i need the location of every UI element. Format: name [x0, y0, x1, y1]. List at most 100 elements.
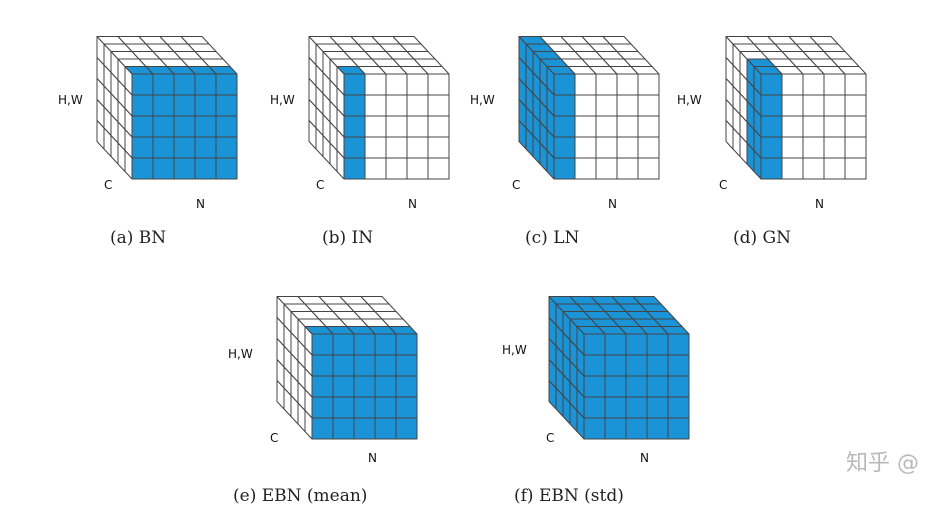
cube-cell-front — [311, 417, 334, 440]
cube-cell-front — [844, 157, 867, 180]
cube-cell-front — [637, 115, 660, 138]
cube-cell-front — [553, 157, 576, 180]
n-label: N — [640, 451, 649, 465]
cube-cell-front — [823, 94, 846, 117]
c-label: C — [546, 431, 555, 445]
cube-cell-front — [583, 354, 606, 377]
cube-cell-front — [604, 417, 627, 440]
cube-cell-front — [406, 73, 429, 96]
c-label: C — [104, 178, 113, 192]
cube-cell-front — [637, 73, 660, 96]
cube-cell-front — [343, 115, 366, 138]
cube-bn — [96, 36, 238, 180]
caption-in: (b) IN — [322, 228, 374, 248]
cube-cell-front — [625, 354, 648, 377]
cube-cell-front — [823, 73, 846, 96]
cube-cell-front — [637, 94, 660, 117]
cube-cell-front — [364, 136, 387, 159]
cube-cell-front — [667, 375, 690, 398]
cube-cell-front — [311, 354, 334, 377]
cube-cell-front — [395, 375, 418, 398]
cube-cell-front — [583, 417, 606, 440]
cube-cell-front — [574, 73, 597, 96]
cube-cell-front — [604, 354, 627, 377]
cube-cell-front — [667, 354, 690, 377]
cube-cell-front — [395, 333, 418, 356]
cube-cell-front — [385, 157, 408, 180]
cube-cell-front — [760, 136, 783, 159]
cube-cell-front — [427, 157, 450, 180]
cube-cell-front — [374, 375, 397, 398]
cube-cell-front — [353, 333, 376, 356]
cube-cell-front — [595, 73, 618, 96]
cube-cell-front — [616, 73, 639, 96]
cube-cell-front — [364, 157, 387, 180]
cube-cell-front — [353, 354, 376, 377]
cube-cell-front — [364, 94, 387, 117]
n-label: N — [408, 197, 417, 211]
cube-cell-front — [406, 136, 429, 159]
cube-cell-front — [823, 115, 846, 138]
cube-cell-front — [332, 417, 355, 440]
c-label: C — [512, 178, 521, 192]
c-label: C — [270, 431, 279, 445]
cube-cell-front — [844, 73, 867, 96]
cube-cell-front — [131, 115, 154, 138]
cube-cell-front — [781, 115, 804, 138]
caption-bn: (a) BN — [110, 228, 167, 248]
cube-cell-front — [802, 157, 825, 180]
cube-cell-front — [646, 396, 669, 419]
cube-cell-front — [427, 94, 450, 117]
cube-cell-front — [802, 94, 825, 117]
cube-cell-front — [637, 136, 660, 159]
caption-gn: (d) GN — [733, 228, 792, 248]
cube-cell-front — [215, 73, 238, 96]
cube-cell-front — [343, 157, 366, 180]
cube-cell-front — [374, 354, 397, 377]
cube-cell-front — [385, 94, 408, 117]
cube-cell-front — [760, 94, 783, 117]
cube-cell-front — [364, 115, 387, 138]
cube-cell-front — [781, 94, 804, 117]
cube-cell-front — [625, 375, 648, 398]
cube-cell-front — [131, 157, 154, 180]
cube-cell-front — [173, 136, 196, 159]
cube-cell-front — [574, 115, 597, 138]
cube-ebn-std — [548, 296, 690, 440]
cube-cell-front — [215, 136, 238, 159]
cube-cell-front — [343, 94, 366, 117]
cube-cell-front — [595, 136, 618, 159]
cube-cell-front — [583, 375, 606, 398]
cube-cell-front — [343, 73, 366, 96]
cube-cell-front — [152, 136, 175, 159]
cube-cell-front — [667, 333, 690, 356]
cube-cell-front — [595, 94, 618, 117]
panel-ln: H,W C N — [470, 14, 690, 214]
cube-cell-front — [406, 157, 429, 180]
cube-cell-front — [332, 333, 355, 356]
hw-label: H,W — [470, 93, 495, 107]
cube-cell-front — [646, 375, 669, 398]
cube-cell-front — [353, 375, 376, 398]
cube-cell-front — [332, 375, 355, 398]
cube-cell-front — [625, 417, 648, 440]
cube-cell-front — [595, 157, 618, 180]
cube-cell-front — [374, 396, 397, 419]
cube-cell-front — [427, 73, 450, 96]
cube-cell-front — [637, 157, 660, 180]
cube-cell-front — [395, 396, 418, 419]
cube-cell-front — [646, 354, 669, 377]
cube-cell-front — [616, 94, 639, 117]
caption-ln: (c) LN — [525, 228, 580, 248]
cube-cell-front — [823, 136, 846, 159]
cube-cell-front — [574, 136, 597, 159]
n-label: N — [368, 451, 377, 465]
cube-cell-front — [395, 417, 418, 440]
cube-cell-front — [364, 73, 387, 96]
cube-cell-front — [604, 375, 627, 398]
cube-cell-front — [667, 417, 690, 440]
n-label: N — [608, 197, 617, 211]
cube-cell-front — [802, 115, 825, 138]
panel-bn: H,W C N — [58, 14, 268, 214]
cube-cell-front — [406, 94, 429, 117]
